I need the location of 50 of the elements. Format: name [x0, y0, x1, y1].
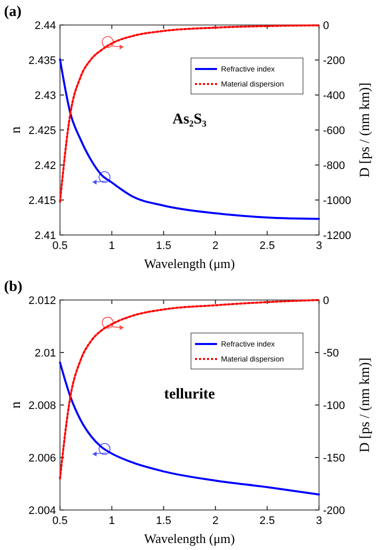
y2-axis-title: D [ps / (nm km)]: [358, 82, 373, 178]
y-tick-label: 2.41: [34, 230, 56, 242]
x-tick-label: 0.5: [52, 240, 68, 252]
chart-title: (a): [4, 4, 22, 20]
x-tick-label: 1: [108, 515, 115, 527]
x-tick-label: 2: [212, 240, 218, 252]
line-series: [59, 58, 320, 220]
line-series: [59, 24, 320, 203]
annotation: As₂S₃: [172, 112, 207, 128]
y2-tick-label: -1200: [323, 230, 352, 242]
y2-tick-label: -200: [323, 504, 346, 517]
y-tick-label: 2.008: [28, 400, 56, 412]
x-tick-label: 1.5: [156, 515, 172, 527]
x-tick-label: 3: [316, 515, 322, 527]
y-tick-label: 2.44: [34, 20, 56, 32]
y-tick-label: 2.01: [34, 347, 56, 360]
y-tick-label: 2.43: [34, 90, 56, 102]
x-tick-label: 2: [212, 515, 218, 527]
line-series: [59, 299, 320, 480]
y-tick-label: 2.004: [28, 504, 56, 517]
x-tick-label: 3: [316, 240, 322, 252]
y2-tick-label: -100: [323, 400, 346, 412]
y2-tick-label: -800: [323, 160, 346, 172]
y2-axis-title: D [ps / (nm km)]: [358, 358, 373, 452]
x-tick-label: 2.5: [260, 240, 275, 252]
y-tick-label: 2.012: [28, 294, 56, 307]
y2-tick-label: 0: [323, 20, 330, 32]
x-tick-label: 1.5: [156, 240, 172, 252]
y2-tick-label: -400: [323, 90, 346, 102]
chart-title: (b): [4, 279, 22, 295]
y2-tick-label: -150: [323, 452, 346, 464]
y2-tick-label: 0: [323, 294, 330, 307]
line-series: [59, 361, 320, 496]
annotation: tellurite: [164, 386, 216, 403]
y-tick-label: 2.425: [28, 124, 56, 137]
y2-tick-label: -1000: [323, 194, 352, 207]
x-tick-label: 2.5: [260, 515, 275, 527]
x-axis-title: Wavelength (μm): [144, 256, 235, 271]
y-tick-label: 2.435: [28, 54, 56, 67]
x-tick-label: 1: [108, 240, 115, 252]
x-tick-label: 0.5: [52, 515, 68, 527]
y2-tick-label: -200: [323, 54, 346, 67]
y-axis-title: n: [9, 126, 24, 134]
y2-tick-label: -600: [323, 124, 346, 137]
y2-tick-label: -50: [323, 347, 339, 360]
y-axis-title: n: [9, 402, 24, 408]
x-axis-title: Wavelength (μm): [144, 531, 235, 546]
y-tick-label: 2.415: [28, 194, 56, 207]
y-tick-label: 2.42: [34, 160, 56, 172]
y-tick-label: 2.006: [28, 452, 56, 464]
